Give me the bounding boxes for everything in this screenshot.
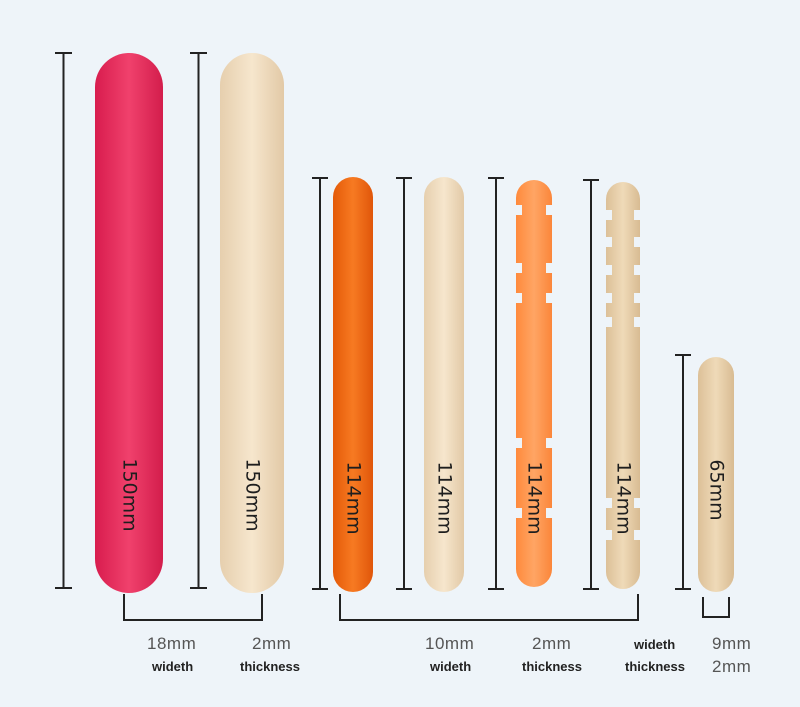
group1-width-value: 18mm (147, 634, 197, 653)
stick-red-150 (95, 53, 163, 593)
width-bracket-group-3 (702, 597, 730, 618)
group3-thickness-value: 2mm (712, 657, 752, 676)
group3-width-word: wideth (634, 637, 676, 652)
height-bracket-65 (675, 354, 691, 590)
height-bracket-114-orange (312, 177, 328, 590)
group1-width-word: wideth (152, 659, 194, 674)
group3-width-value: 9mm (712, 634, 752, 653)
stick-light-orange-notched (516, 180, 552, 587)
stick-orange-114 (333, 177, 373, 592)
group1-thickness-word: thickness (240, 659, 300, 674)
stick-label-6: 114mm (613, 461, 635, 534)
height-bracket-114-notched-orange (488, 177, 504, 590)
height-bracket-150-natural (190, 52, 207, 589)
height-bracket-150-red (55, 52, 72, 589)
group2-thickness-word: thickness (522, 659, 582, 674)
stick-label-3: 114mm (343, 461, 365, 534)
stick-label-2: 150mm (242, 458, 264, 531)
group2-width-word: wideth (430, 659, 472, 674)
group2-width-value: 10mm (425, 634, 475, 653)
width-brackets (123, 594, 730, 621)
stick-label-5: 114mm (524, 461, 546, 534)
stick-label-7: 65mm (706, 459, 728, 520)
group2-thickness-value: 2mm (532, 634, 572, 653)
stick-label-4: 114mm (434, 461, 456, 534)
height-bracket-114-natural (396, 177, 412, 590)
stick-natural-150 (220, 53, 284, 593)
stick-label-1: 150mm (119, 458, 141, 531)
height-bracket-114-notched-natural (583, 179, 599, 590)
group3-thickness-word: thickness (625, 659, 685, 674)
stick-natural-notched (606, 182, 640, 589)
stick-natural-65 (698, 357, 734, 592)
width-bracket-group-1 (123, 594, 263, 621)
width-bracket-group-2 (339, 594, 639, 621)
height-brackets (55, 52, 691, 590)
stick-natural-114 (424, 177, 464, 592)
group1-thickness-value: 2mm (252, 634, 292, 653)
